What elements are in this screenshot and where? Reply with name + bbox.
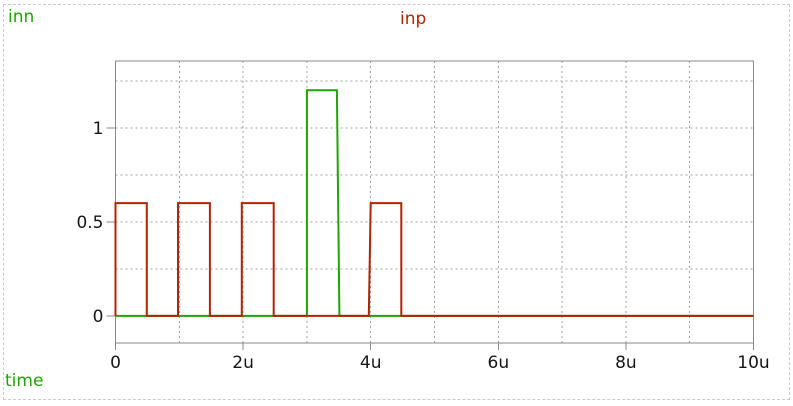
- trace-inp: [114, 202, 754, 317]
- x-tick-label: 4u: [360, 353, 382, 373]
- x-tick-label: 8u: [615, 353, 637, 373]
- x-tick-label: 0: [110, 353, 121, 373]
- x-tick-label: 2u: [232, 353, 254, 373]
- x-tick-label: 10u: [737, 353, 769, 373]
- y-tick-label: 1: [93, 119, 104, 139]
- x-axis-label-time: time: [5, 371, 44, 391]
- y-tick-label: 0.5: [76, 213, 103, 233]
- signal-label-inn: inn: [8, 7, 35, 27]
- signal-label-inp: inp: [400, 9, 427, 29]
- y-tick-label: 0: [93, 307, 104, 327]
- plot-frame: [115, 60, 754, 344]
- x-tick-label: 6u: [488, 353, 510, 373]
